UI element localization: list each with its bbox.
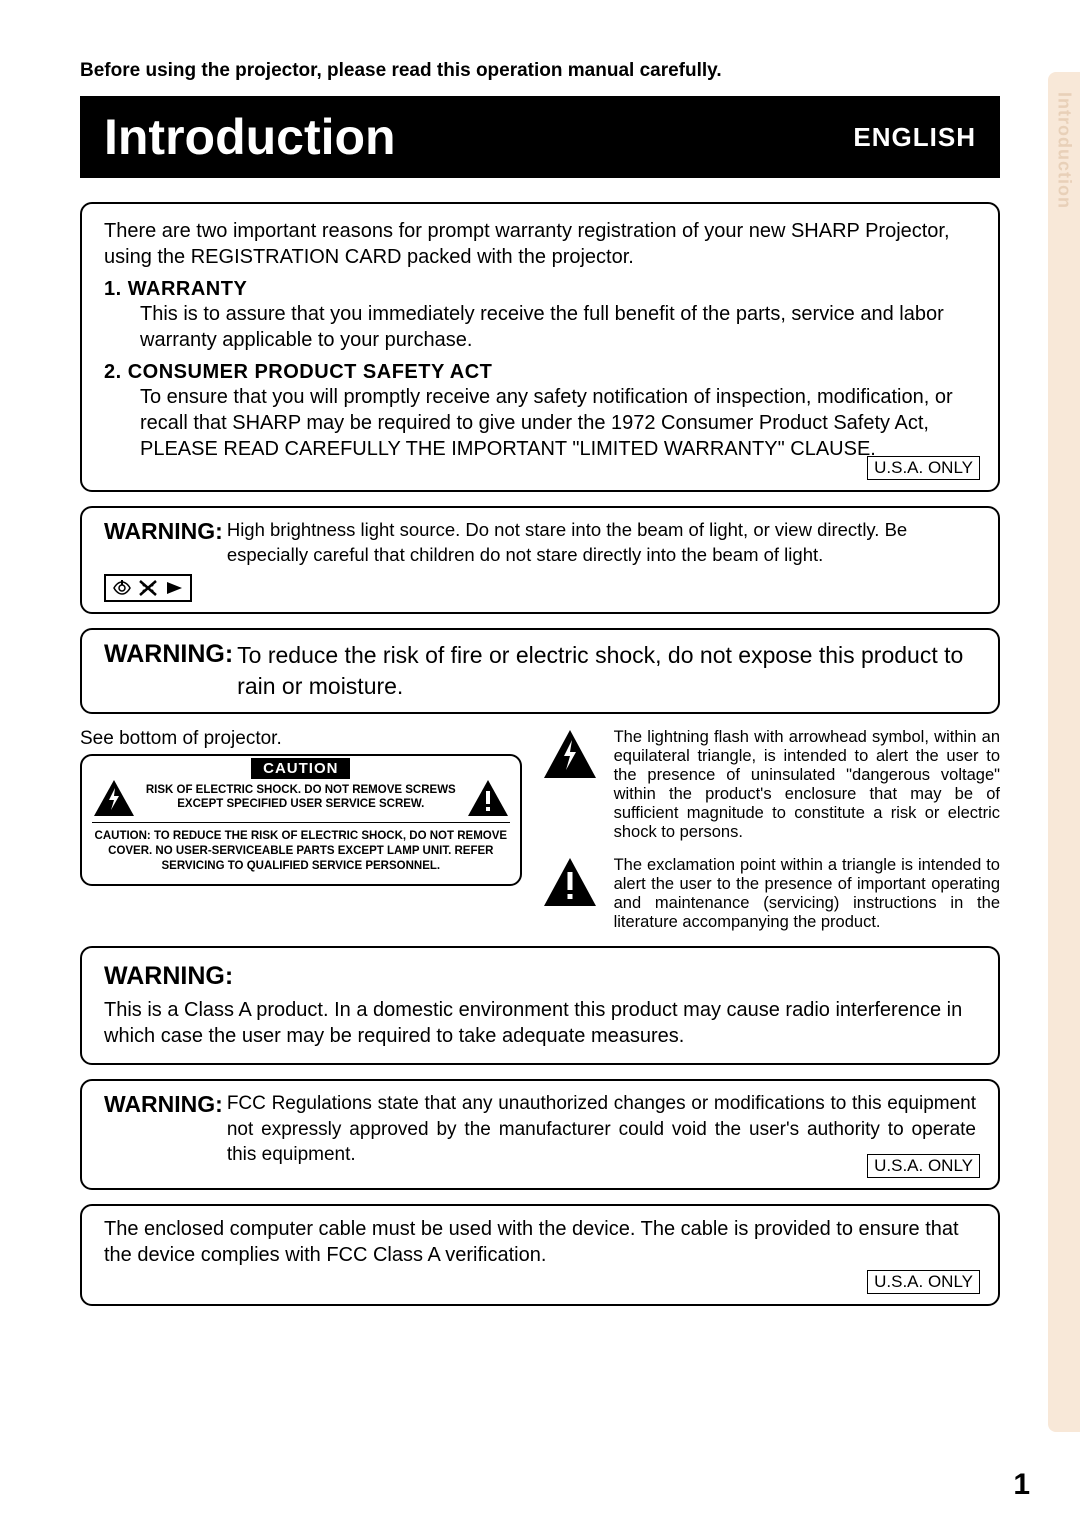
usa-only-badge: U.S.A. ONLY bbox=[867, 456, 980, 480]
class-a-warning-box: WARNING: This is a Class A product. In a… bbox=[80, 946, 1000, 1065]
brightness-warning-text: High brightness light source. Do not sta… bbox=[227, 518, 976, 568]
caution-bottom-text: CAUTION: TO REDUCE THE RISK OF ELECTRIC … bbox=[92, 823, 510, 874]
do-not-stare-icon bbox=[104, 574, 192, 602]
class-a-text: This is a Class A product. In a domestic… bbox=[104, 997, 976, 1049]
language-label: ENGLISH bbox=[853, 122, 976, 153]
warning-label: WARNING: bbox=[104, 1091, 223, 1118]
warning-heading: WARNING: bbox=[104, 962, 976, 991]
moisture-warning-box: WARNING: To reduce the risk of fire or e… bbox=[80, 628, 1000, 714]
moisture-warning-text: To reduce the risk of fire or electric s… bbox=[237, 640, 976, 702]
pre-header: Before using the projector, please read … bbox=[80, 60, 1000, 82]
cable-text: The enclosed computer cable must be used… bbox=[104, 1216, 976, 1268]
lightning-triangle-icon bbox=[92, 778, 136, 818]
fcc-text: FCC Regulations state that any unauthori… bbox=[227, 1091, 976, 1168]
warning-label: WARNING: bbox=[104, 518, 223, 545]
page-content: Before using the projector, please read … bbox=[0, 0, 1080, 1360]
warning-label: WARNING: bbox=[104, 640, 233, 669]
usa-only-badge: U.S.A. ONLY bbox=[867, 1270, 980, 1294]
usa-only-badge: U.S.A. ONLY bbox=[867, 1154, 980, 1178]
brightness-warning-box: WARNING: High brightness light source. D… bbox=[80, 506, 1000, 614]
see-bottom-label: See bottom of projector. bbox=[80, 728, 522, 750]
lightning-triangle-icon bbox=[542, 728, 598, 780]
cable-notice-box: The enclosed computer cable must be used… bbox=[80, 1204, 1000, 1306]
safety-act-body: To ensure that you will promptly receive… bbox=[104, 384, 976, 476]
page-number: 1 bbox=[1013, 1468, 1030, 1502]
lightning-explanation: The lightning flash with arrowhead symbo… bbox=[614, 728, 1000, 842]
caution-header-label: CAUTION bbox=[251, 758, 350, 779]
registration-box: There are two important reasons for prom… bbox=[80, 202, 1000, 492]
page-title: Introduction bbox=[104, 108, 396, 166]
exclamation-triangle-icon bbox=[542, 856, 598, 908]
caution-section: See bottom of projector. CAUTION RISK OF… bbox=[80, 728, 1000, 932]
exclamation-explanation: The exclamation point within a triangle … bbox=[614, 856, 1000, 932]
caution-shock-text: RISK OF ELECTRIC SHOCK. DO NOT REMOVE SC… bbox=[142, 784, 460, 812]
warranty-body: This is to assure that you immediately r… bbox=[104, 301, 976, 353]
safety-act-heading: 2. CONSUMER PRODUCT SAFETY ACT bbox=[104, 361, 976, 384]
fcc-warning-box: WARNING: FCC Regulations state that any … bbox=[80, 1079, 1000, 1190]
caution-box: CAUTION RISK OF ELECTRIC SHOCK. DO NOT R… bbox=[80, 754, 522, 886]
warranty-heading: 1. WARRANTY bbox=[104, 278, 976, 301]
caution-left-panel: See bottom of projector. CAUTION RISK OF… bbox=[80, 728, 522, 932]
title-bar: Introduction ENGLISH bbox=[80, 96, 1000, 178]
exclamation-triangle-icon bbox=[466, 778, 510, 818]
eye-icon-row bbox=[104, 574, 976, 602]
registration-intro: There are two important reasons for prom… bbox=[104, 218, 976, 270]
caution-right-panel: The lightning flash with arrowhead symbo… bbox=[542, 728, 1000, 932]
